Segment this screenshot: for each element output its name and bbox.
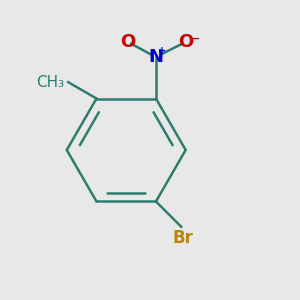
Text: O: O	[120, 33, 135, 51]
Text: +: +	[158, 46, 166, 56]
Text: O: O	[178, 33, 193, 51]
Text: N: N	[148, 48, 164, 66]
Text: Br: Br	[172, 229, 193, 247]
Text: CH₃: CH₃	[36, 75, 64, 90]
Text: −: −	[189, 32, 200, 46]
